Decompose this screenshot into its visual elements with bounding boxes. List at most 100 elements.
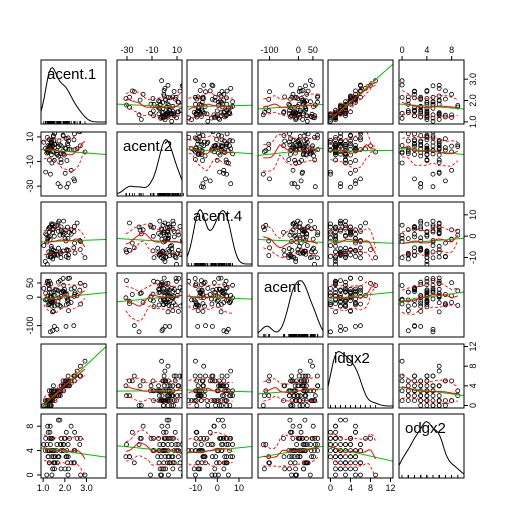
- data-point: [338, 278, 343, 284]
- data-point: [175, 308, 181, 314]
- data-point: [48, 137, 54, 143]
- smoother-line: [330, 238, 376, 255]
- data-point: [44, 261, 50, 266]
- data-point: [281, 247, 287, 253]
- data-point: [294, 115, 300, 121]
- data-point: [405, 236, 411, 242]
- variable-label-acent: acent: [264, 279, 302, 296]
- spread-lower-line: [330, 151, 376, 169]
- data-point: [47, 429, 53, 435]
- data-point: [348, 232, 353, 238]
- data-point: [424, 145, 430, 151]
- data-point: [181, 239, 182, 244]
- data-point: [436, 247, 442, 253]
- data-point: [436, 82, 442, 88]
- data-point: [424, 373, 430, 379]
- data-point: [436, 169, 442, 175]
- data-point: [155, 454, 161, 460]
- data-point: [412, 109, 417, 114]
- data-point: [301, 97, 307, 103]
- data-point: [213, 454, 219, 460]
- data-point: [436, 143, 442, 149]
- data-point: [430, 276, 436, 281]
- data-point: [161, 373, 167, 379]
- data-point: [63, 136, 69, 142]
- data-point: [165, 309, 171, 315]
- data-point: [343, 454, 348, 460]
- data-point: [47, 435, 52, 441]
- data-point: [74, 220, 80, 226]
- data-point: [418, 107, 424, 113]
- data-point: [58, 466, 64, 472]
- data-point: [430, 398, 436, 404]
- panel-idgx2-vs-acent.1: [40, 343, 107, 409]
- data-point: [52, 460, 58, 466]
- data-point: [214, 137, 220, 143]
- data-point: [294, 239, 300, 245]
- data-point: [63, 323, 69, 329]
- data-point: [171, 300, 176, 306]
- data-point: [123, 295, 129, 301]
- y-tick-label: -10: [468, 251, 478, 264]
- data-point: [436, 229, 442, 235]
- data-point: [57, 417, 63, 423]
- data-point: [41, 285, 47, 291]
- data-point: [405, 388, 411, 394]
- data-point: [310, 247, 315, 253]
- data-point: [343, 460, 348, 466]
- x-tick-label: 0: [296, 45, 301, 55]
- data-point: [353, 145, 358, 151]
- data-point: [208, 398, 214, 404]
- data-point: [198, 393, 204, 399]
- data-point: [150, 108, 156, 114]
- data-point: [353, 142, 358, 148]
- data-point: [405, 151, 411, 156]
- data-point: [267, 460, 272, 466]
- data-point: [348, 291, 353, 297]
- data-point: [430, 184, 436, 190]
- data-point: [333, 286, 338, 292]
- data-point: [358, 132, 363, 133]
- data-point: [165, 229, 171, 235]
- data-point: [260, 171, 266, 177]
- density-curve-odgx2: [399, 421, 464, 475]
- variable-label-odgx2: odgx2: [405, 420, 446, 437]
- data-point: [65, 442, 71, 447]
- data-point: [193, 429, 199, 435]
- variable-label-acent.4: acent.4: [193, 208, 242, 225]
- data-point: [224, 454, 230, 460]
- variable-label-idgx2: idgx2: [334, 350, 370, 367]
- data-point: [353, 454, 358, 460]
- data-point: [151, 255, 157, 261]
- spread-upper-line: [330, 79, 376, 114]
- data-point: [412, 383, 417, 389]
- data-point: [281, 109, 287, 115]
- data-point: [442, 136, 448, 142]
- panel-acent.1-vs-acent.2: [116, 59, 183, 125]
- data-point: [178, 108, 182, 113]
- data-point: [194, 403, 200, 408]
- data-point: [358, 255, 363, 261]
- y-tick-label: -100: [25, 317, 35, 335]
- data-point: [399, 149, 405, 155]
- data-point: [358, 276, 363, 281]
- data-point: [78, 132, 83, 133]
- data-point: [338, 144, 343, 150]
- data-point: [399, 301, 405, 307]
- data-point: [212, 466, 218, 472]
- data-point: [156, 460, 162, 466]
- spread-lower-line: [125, 455, 182, 466]
- data-point: [219, 288, 225, 294]
- data-point: [215, 142, 221, 148]
- data-point: [221, 423, 227, 429]
- data-point: [424, 251, 430, 257]
- data-point: [221, 328, 227, 334]
- data-point: [310, 143, 315, 149]
- data-point: [308, 388, 313, 394]
- data-point: [48, 435, 54, 441]
- data-point: [170, 308, 176, 314]
- data-point: [51, 460, 56, 466]
- data-point: [290, 167, 296, 173]
- data-point: [281, 383, 287, 389]
- data-point: [267, 373, 272, 379]
